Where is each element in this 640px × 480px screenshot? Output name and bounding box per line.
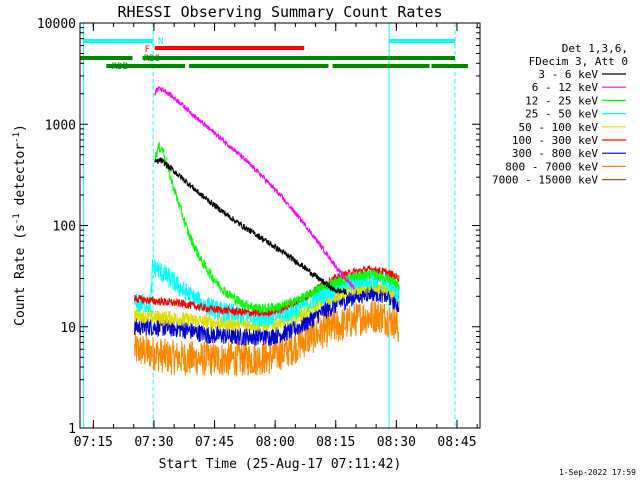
flag-label-n: N bbox=[158, 37, 163, 47]
y-axis-label-main: Count Rate (s bbox=[13, 224, 28, 326]
count-rate-series bbox=[134, 85, 400, 377]
x-tick-label: 08:00 bbox=[256, 435, 295, 450]
y-tick-label: 10000 bbox=[37, 17, 76, 32]
y-axis-label: Count Rate (s-1 detector-1) bbox=[12, 124, 28, 326]
plot-timestamp: 1-Sep-2022 17:59 bbox=[559, 468, 636, 477]
legend-label: 25 - 50 keV bbox=[525, 108, 598, 121]
legend-label: 300 - 800 keV bbox=[512, 147, 598, 160]
x-tick-label: 08:15 bbox=[316, 435, 355, 450]
x-tick-label: 07:30 bbox=[134, 435, 173, 450]
legend-label: 6 - 12 keV bbox=[532, 81, 599, 94]
y-axis-label-sup1: -1 bbox=[12, 213, 22, 224]
series-line-3 bbox=[134, 258, 400, 327]
legend-label: 100 - 300 keV bbox=[512, 134, 598, 147]
legend-label: 3 - 6 keV bbox=[538, 68, 598, 81]
series-line-5 bbox=[154, 141, 400, 314]
flag-label-f: F bbox=[145, 45, 150, 55]
series-line-0 bbox=[134, 300, 400, 377]
y-tick-label: 1 bbox=[68, 422, 76, 437]
legend-label: 12 - 25 keV bbox=[525, 94, 598, 107]
x-tick-label: 07:45 bbox=[195, 435, 234, 450]
series-line-1 bbox=[134, 284, 400, 347]
legend-label: 7000 - 15000 keV bbox=[492, 174, 598, 187]
x-tick-label: 07:15 bbox=[74, 435, 113, 450]
flag-label-rdb: RDB bbox=[112, 62, 128, 72]
series-line-6 bbox=[154, 157, 347, 296]
y-axis-ticks: 1 10 100 1000 10000 bbox=[37, 17, 480, 437]
x-axis-label: Start Time (25-Aug-17 07:11:42) bbox=[159, 457, 402, 472]
series-line-7 bbox=[154, 85, 355, 290]
chart-title: RHESSI Observing Summary Count Rates bbox=[117, 3, 442, 21]
x-axis-ticks: 07:15 07:30 07:45 08:00 08:15 08:30 08:45 bbox=[74, 23, 478, 450]
legend-label: 800 - 7000 keV bbox=[505, 160, 598, 173]
legend-label: 50 - 100 keV bbox=[519, 121, 599, 134]
y-axis-label-mid: detector bbox=[13, 143, 28, 214]
y-axis-label-sup2: -1 bbox=[12, 132, 22, 143]
legend-header-2: FDecim 3, Att 0 bbox=[529, 55, 628, 68]
y-tick-label: 1000 bbox=[45, 118, 76, 133]
x-tick-label: 08:30 bbox=[377, 435, 416, 450]
y-tick-label: 100 bbox=[53, 220, 76, 235]
x-tick-label: 08:45 bbox=[437, 435, 476, 450]
y-axis-label-end: ) bbox=[13, 124, 28, 132]
flag-label-rdo: RDO bbox=[144, 54, 160, 64]
legend-header-1: Det 1,3,6, bbox=[562, 42, 628, 55]
y-tick-label: 10 bbox=[60, 321, 76, 336]
